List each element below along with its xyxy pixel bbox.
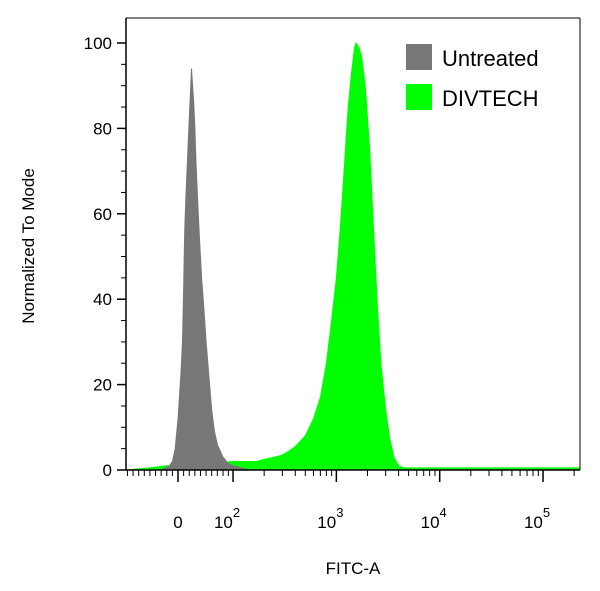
legend-swatch-untreated — [406, 44, 432, 70]
x-tick-label: 102 — [214, 505, 240, 532]
y-tick-label: 0 — [103, 461, 112, 480]
series-area-untreated — [121, 68, 580, 471]
legend-label-untreated: Untreated — [442, 46, 539, 71]
y-tick-label: 80 — [93, 119, 112, 138]
histogram-areas — [121, 41, 581, 471]
x-axis-label: FITC-A — [326, 559, 381, 578]
legend-swatch-divtech — [406, 84, 432, 110]
y-axis-label: Normalized To Mode — [19, 168, 38, 324]
y-tick-label: 40 — [93, 290, 112, 309]
y-tick-label: 60 — [93, 205, 112, 224]
series-area-divtech — [121, 41, 581, 471]
x-tick-label: 103 — [317, 505, 343, 532]
axes: 0 20 40 60 80 100 0 102 103 104 105 FITC-A Normalize… — [19, 17, 581, 578]
y-tick-label: 20 — [93, 376, 112, 395]
legend: Untreated DIVTECH — [406, 44, 539, 111]
x-tick-label: 105 — [524, 505, 550, 532]
y-tick-label: 100 — [84, 34, 112, 53]
x-tick-label: 104 — [421, 505, 447, 532]
x-tick-label: 0 — [173, 513, 182, 532]
legend-label-divtech: DIVTECH — [442, 86, 539, 111]
